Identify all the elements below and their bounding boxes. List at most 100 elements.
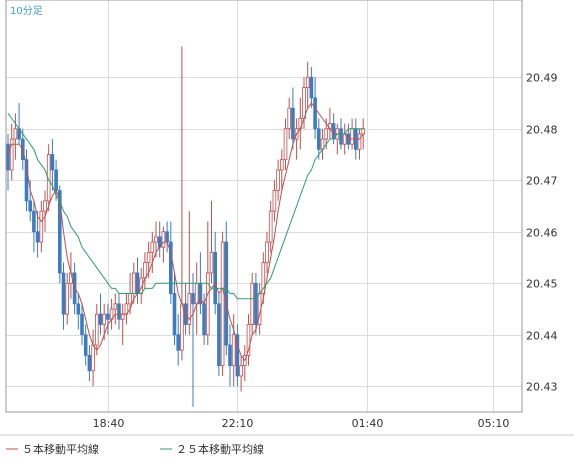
candle-up: [246, 324, 251, 356]
candle-up: [357, 133, 362, 150]
y-tick-label: 20.48: [526, 124, 558, 137]
candle-down: [117, 303, 121, 320]
plot-frame: [5, 0, 523, 413]
candle-up: [361, 128, 365, 135]
candle-down: [28, 200, 32, 212]
candle-down: [176, 334, 181, 351]
candle-up: [276, 169, 280, 191]
y-tick-label: 20.44: [526, 330, 558, 343]
candle-down: [309, 76, 314, 99]
candle-up: [279, 159, 284, 171]
candle-down: [87, 354, 92, 372]
candle-up: [131, 272, 136, 294]
candle-down: [165, 231, 169, 243]
ma25-line: [7, 113, 364, 300]
candle-up: [146, 251, 151, 264]
candle-down: [331, 123, 336, 140]
y-tick-label: 20.47: [526, 175, 558, 188]
interval-label: 10分足: [10, 5, 43, 17]
candle-down: [213, 251, 218, 305]
candle-down: [235, 334, 240, 377]
candle-up: [102, 313, 107, 325]
candle-up: [194, 282, 199, 305]
x-tick-label: 22:10: [222, 417, 254, 430]
candle-down: [191, 293, 195, 305]
candle-up: [261, 262, 266, 294]
candle-down: [172, 293, 177, 336]
candle-down: [50, 154, 55, 171]
candle-up: [9, 138, 14, 171]
candle-down: [254, 282, 258, 325]
candle-up: [209, 251, 214, 274]
y-tick-label: 20.43: [526, 381, 558, 394]
candle-down: [224, 241, 229, 346]
y-tick-label: 20.49: [526, 72, 558, 85]
candle-down: [6, 143, 10, 171]
x-tick-label: 05:10: [478, 417, 510, 430]
candle-up: [161, 231, 166, 248]
candle-down: [98, 313, 103, 325]
candle-up: [113, 303, 118, 310]
grid: [6, 0, 522, 412]
candle-up: [239, 365, 243, 377]
candle-down: [202, 303, 206, 336]
y-tick-label: 20.45: [526, 278, 558, 291]
candle-up: [283, 128, 288, 161]
candle-up: [39, 210, 44, 243]
candle-up: [95, 313, 99, 346]
candle-down: [80, 313, 84, 336]
candle-up: [65, 282, 70, 315]
moving-averages: [7, 102, 364, 362]
candle-up: [302, 87, 306, 119]
candle-down: [35, 231, 40, 243]
candle-up: [268, 210, 273, 243]
legend-ma25: ２５本移動平均線: [160, 442, 264, 456]
candle-down: [32, 210, 36, 233]
candle-up: [180, 303, 184, 351]
candle-up: [120, 313, 125, 320]
candle-down: [106, 313, 110, 320]
candle-up: [220, 241, 225, 367]
candle-up: [150, 241, 155, 253]
candle-down: [76, 303, 81, 315]
candle-down: [339, 128, 343, 145]
y-axis-ticks: 20.43 20.44 20.45 20.46 20.47 20.48 20.49: [526, 72, 558, 394]
candle-up: [272, 190, 277, 212]
candle-up: [91, 344, 95, 372]
legend-ma5: ５本移動平均線: [6, 442, 99, 456]
candle-up: [350, 128, 354, 145]
candle-up: [231, 334, 236, 367]
candle-down: [54, 169, 58, 191]
candle-down: [83, 334, 88, 356]
candle-down: [135, 272, 140, 294]
candle-down: [217, 303, 221, 367]
candle-down: [24, 159, 29, 202]
legend-ma5-label: ５本移動平均線: [22, 442, 99, 456]
candle-down: [313, 97, 317, 130]
candle-up: [305, 76, 310, 88]
candle-down: [291, 107, 295, 140]
candle-up: [154, 236, 158, 243]
candle-up: [265, 241, 269, 264]
candle-up: [43, 200, 47, 212]
candle-down: [168, 241, 173, 294]
candle-down: [61, 272, 66, 315]
x-tick-label: 18:40: [93, 417, 125, 430]
candle-up: [13, 128, 18, 140]
candle-up: [187, 293, 192, 325]
candle-down: [58, 190, 62, 274]
candle-down: [316, 128, 321, 150]
x-axis-ticks: 18:40 22:10 01:40 05:10: [93, 417, 510, 430]
legend-ma25-label: ２５本移動平均線: [176, 442, 264, 456]
x-tick-label: 01:40: [352, 417, 384, 430]
candle-up: [287, 107, 291, 130]
candle-up: [250, 282, 255, 325]
y-tick-label: 20.46: [526, 227, 558, 240]
candle-down: [228, 344, 232, 367]
candle-up: [128, 293, 132, 305]
ma5-line: [7, 102, 364, 362]
candle-up: [205, 272, 210, 336]
